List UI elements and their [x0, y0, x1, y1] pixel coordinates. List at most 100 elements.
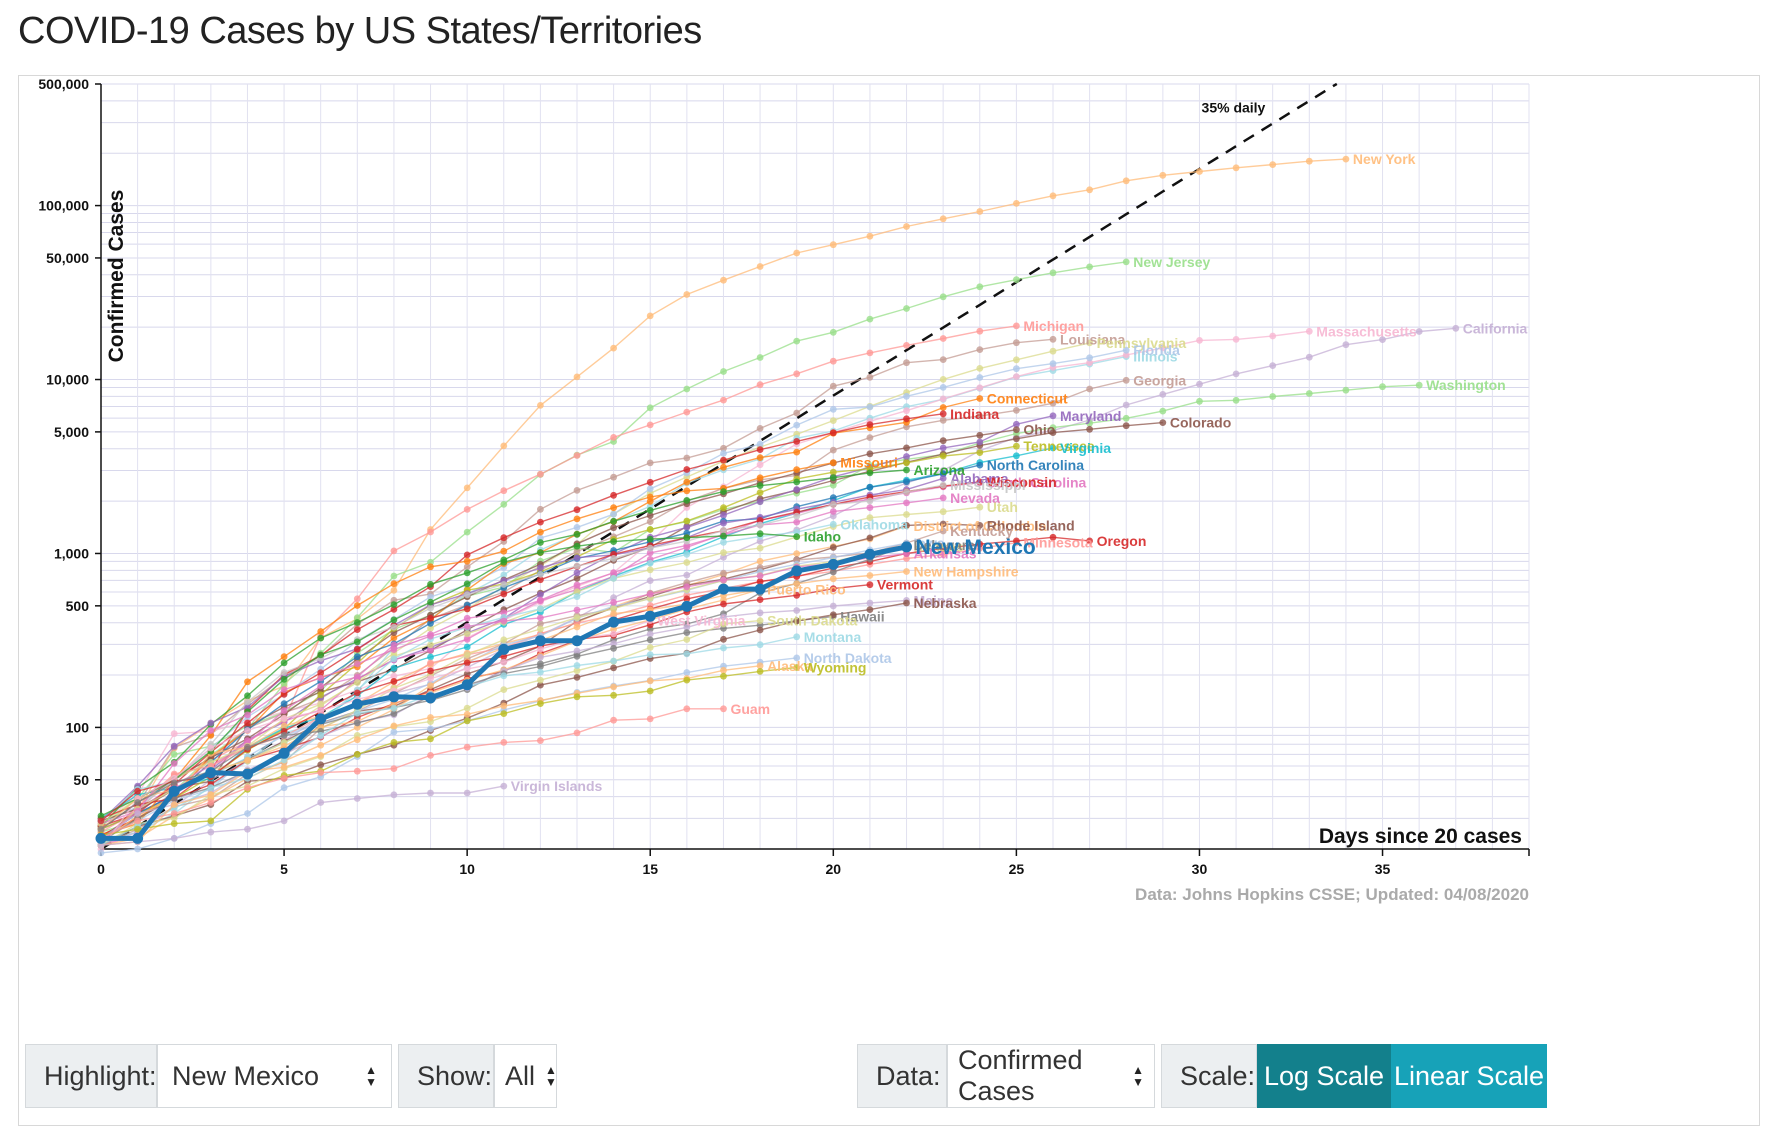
series-label: South Dakota — [767, 613, 857, 629]
series-point — [280, 707, 288, 714]
series-point — [500, 590, 508, 598]
highlight-point — [864, 548, 876, 560]
series-point — [537, 564, 544, 572]
series-label: Alaska — [767, 658, 812, 674]
highlight-point — [827, 558, 839, 570]
series-point — [866, 483, 874, 491]
series-point — [976, 438, 984, 446]
series-label: Maryland — [1060, 408, 1121, 424]
series-point — [829, 468, 837, 476]
series-point — [353, 767, 361, 775]
series-point — [537, 700, 544, 707]
y-axis-label: Confirmed Cases — [105, 190, 128, 363]
series-point — [1232, 336, 1240, 343]
series-point — [720, 635, 727, 643]
series-point — [500, 658, 508, 666]
series-label: Iowa — [914, 535, 945, 551]
series-point — [976, 208, 984, 215]
series-point — [1086, 339, 1093, 347]
series-point — [866, 514, 874, 522]
series-point — [756, 596, 764, 603]
series-point — [793, 550, 801, 557]
series-point — [134, 845, 141, 853]
show-select[interactable]: All ▲ ▼ — [494, 1044, 557, 1108]
series-point — [683, 466, 691, 473]
series-point — [793, 591, 801, 599]
series-point — [866, 315, 874, 323]
page-title: COVID-19 Cases by US States/Territories — [18, 10, 702, 52]
series-point — [390, 623, 398, 631]
data-select[interactable]: Confirmed Cases ▲ ▼ — [947, 1044, 1155, 1108]
series-point — [244, 743, 251, 751]
series-point — [866, 434, 874, 441]
series-point — [390, 634, 398, 642]
series-point — [610, 657, 617, 665]
series-label: New Jersey — [1133, 254, 1210, 270]
series-point — [573, 593, 581, 600]
series-point — [1086, 425, 1093, 433]
series-point — [720, 463, 727, 471]
series-point — [427, 752, 434, 759]
series-point — [1269, 362, 1277, 369]
highlight-point — [205, 767, 217, 779]
series-point — [244, 810, 251, 817]
series-point — [939, 481, 947, 489]
series-point — [463, 605, 471, 613]
series-point — [720, 456, 727, 464]
highlight-point — [95, 832, 107, 844]
series-label: Hawaii — [840, 608, 884, 624]
series-point — [427, 659, 434, 667]
series-point — [683, 583, 691, 591]
series-label: Wisconsin — [987, 474, 1057, 490]
series-point — [244, 737, 251, 744]
series-point — [610, 599, 617, 606]
series-point — [463, 563, 471, 571]
series-point — [756, 578, 764, 585]
series-point — [463, 659, 471, 667]
series-label: Guam — [730, 701, 770, 717]
series-point — [646, 577, 654, 584]
series-point — [610, 630, 617, 638]
series-point — [683, 385, 691, 393]
series-point — [646, 485, 654, 493]
series-point — [537, 614, 544, 622]
series-label: Pennsylvania — [1097, 335, 1187, 351]
source-note: Data: Johns Hopkins CSSE; Updated: 04/08… — [1135, 885, 1529, 904]
series-point — [463, 551, 471, 559]
series-point — [170, 810, 178, 817]
series-point — [610, 491, 617, 499]
series-point — [280, 700, 288, 707]
series-point — [939, 215, 947, 223]
series-point — [683, 624, 691, 631]
series-point — [756, 489, 764, 496]
highlight-select[interactable]: New Mexico ▲ ▼ — [157, 1044, 392, 1108]
series-point — [829, 446, 837, 454]
grid — [100, 83, 1530, 850]
series-point — [610, 510, 617, 518]
series-point — [463, 623, 471, 630]
series-point — [573, 662, 581, 669]
series-point — [317, 700, 325, 708]
series-point — [939, 416, 947, 424]
highlight-series: New Mexico — [95, 536, 1036, 844]
x-tick-label: 20 — [826, 861, 842, 877]
series-point — [829, 382, 837, 390]
series-point — [683, 291, 691, 298]
series-point — [683, 629, 691, 636]
y-tick-label: 500,000 — [38, 76, 89, 92]
series-point — [976, 327, 984, 335]
series-point — [170, 730, 178, 738]
series-point — [720, 576, 727, 584]
series-point — [683, 669, 691, 676]
series-point — [866, 349, 874, 357]
series-label: Michigan — [1023, 318, 1084, 334]
series-point — [463, 643, 471, 651]
series-point — [573, 693, 581, 701]
log-scale-button[interactable]: Log Scale — [1257, 1044, 1391, 1108]
series-point — [573, 614, 581, 621]
series-point — [976, 365, 984, 372]
series-point — [97, 812, 105, 820]
select-arrows-icon: ▲ ▼ — [365, 1063, 377, 1089]
linear-scale-button[interactable]: Linear Scale — [1391, 1044, 1547, 1108]
series-point — [500, 739, 508, 746]
